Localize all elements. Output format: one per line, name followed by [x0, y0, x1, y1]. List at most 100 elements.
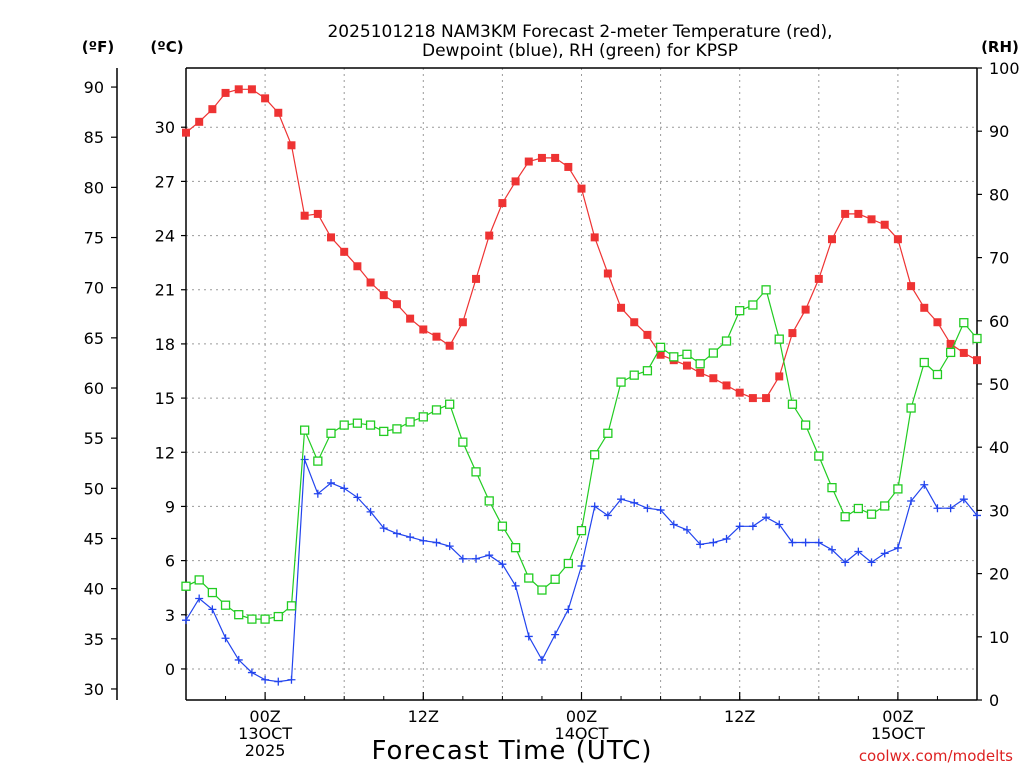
- temperature-point: [274, 108, 283, 117]
- temperature-point: [762, 394, 771, 403]
- f-tick-label: 45: [84, 529, 104, 548]
- temperature-point: [893, 235, 902, 244]
- dewpoint-point: [854, 547, 863, 556]
- f-tick-label: 30: [84, 680, 104, 699]
- temperature-point: [498, 199, 507, 208]
- time-tick-label: 00Z: [566, 707, 597, 726]
- dewpoint-line: [185, 459, 978, 683]
- temperature-point: [564, 162, 573, 171]
- axes: [111, 67, 982, 701]
- f-tick-label: 35: [84, 630, 104, 649]
- dewpoint-point: [485, 551, 494, 560]
- temperature-point: [432, 332, 441, 341]
- time-tick-label: 00Z: [249, 707, 280, 726]
- dewpoint-point: [221, 634, 230, 643]
- dewpoint-point: [406, 533, 415, 542]
- rh-tick-label: 60: [989, 312, 1009, 331]
- time-tick-label: 13OCT: [238, 724, 292, 743]
- rh-point: [326, 428, 336, 438]
- rh-tick-label: 70: [989, 249, 1009, 268]
- rh-point: [563, 558, 573, 569]
- dewpoint-point: [775, 520, 784, 529]
- rh-point: [669, 352, 679, 362]
- temperature-point: [379, 291, 388, 300]
- temperature-point: [261, 94, 270, 103]
- rh-point: [458, 437, 468, 447]
- dewpoint-point: [722, 534, 731, 543]
- dewpoint-point: [682, 525, 691, 534]
- x-axis-title: Forecast Time (UTC): [371, 736, 652, 766]
- grid-lines: [186, 68, 977, 700]
- dewpoint-point: [234, 655, 243, 664]
- f-tick-label: 90: [84, 78, 104, 97]
- rh-point: [286, 601, 297, 611]
- f-tick-label: 55: [84, 429, 104, 448]
- rh-point: [761, 285, 771, 295]
- temperature-point: [406, 314, 415, 323]
- temperature-point: [472, 274, 481, 283]
- rh-point: [827, 482, 837, 493]
- fahrenheit-unit-label: (ºF): [82, 38, 114, 56]
- f-tick-label: 85: [84, 128, 104, 147]
- dewpoint-point: [432, 538, 441, 547]
- rh-point: [194, 575, 204, 585]
- dewpoint-point: [933, 504, 942, 513]
- temperature-point: [630, 318, 639, 327]
- rh-point: [893, 484, 903, 494]
- dewpoint-point: [353, 493, 362, 502]
- rh-tick-label: 50: [989, 375, 1009, 394]
- dewpoint-point: [630, 498, 639, 507]
- dewpoint-point: [327, 478, 336, 487]
- rh-point: [392, 424, 402, 434]
- dewpoint-point: [959, 495, 968, 504]
- rh-point: [576, 525, 587, 536]
- tick-labels: 30 35 40 45 50 55 60 65 70 75 80 85 90 0 3 6 9 12 15 18 21 24…: [84, 59, 1020, 760]
- dewpoint-point: [762, 513, 771, 522]
- f-tick-label: 65: [84, 329, 104, 348]
- rh-point: [365, 420, 376, 430]
- temperature-point: [340, 247, 349, 256]
- temperature-point: [643, 330, 652, 339]
- rh-point: [603, 428, 613, 438]
- temperature-point: [788, 329, 797, 338]
- rh-point: [814, 451, 824, 461]
- f-tick-label: 70: [84, 279, 104, 298]
- rh-point: [906, 403, 916, 413]
- f-tick-label: 60: [84, 379, 104, 398]
- rh-point: [181, 581, 191, 591]
- rh-point: [655, 342, 666, 352]
- dewpoint-point: [379, 524, 388, 533]
- dewpoint-point: [195, 594, 204, 603]
- dewpoint-point: [564, 605, 573, 614]
- rh-point: [945, 347, 956, 358]
- chart-title-line1: 2025101218 NAM3KM Forecast 2-meter Tempe…: [327, 22, 832, 42]
- dewpoint-point: [590, 502, 599, 511]
- rh-point: [471, 467, 481, 477]
- rh-point: [418, 412, 428, 422]
- dewpoint-point: [340, 484, 349, 493]
- rh-point: [642, 366, 653, 376]
- time-tick-label: 00Z: [882, 707, 913, 726]
- temperature-point: [682, 361, 691, 370]
- c-tick-label: 0: [165, 660, 175, 679]
- temperature-point: [814, 274, 823, 283]
- temperature-point: [313, 209, 322, 218]
- rh-point: [840, 512, 850, 522]
- dewpoint-point: [458, 554, 467, 563]
- temperature-point: [827, 235, 836, 244]
- rh-point: [313, 456, 323, 466]
- temperature-point: [182, 128, 190, 137]
- temperature-point: [577, 184, 586, 193]
- dewpoint-point: [208, 605, 217, 614]
- f-tick-label: 75: [84, 229, 104, 248]
- dewpoint-point: [287, 675, 296, 684]
- rh-point: [972, 333, 982, 344]
- dewpoint-point: [973, 511, 981, 520]
- rh-point: [695, 359, 705, 369]
- c-tick-label: 3: [165, 606, 175, 625]
- chart-title-line2: Dewpoint (blue), RH (green) for KPSP: [422, 41, 738, 61]
- c-tick-label: 9: [165, 497, 175, 516]
- rh-point: [537, 585, 547, 595]
- data-series: [181, 85, 982, 686]
